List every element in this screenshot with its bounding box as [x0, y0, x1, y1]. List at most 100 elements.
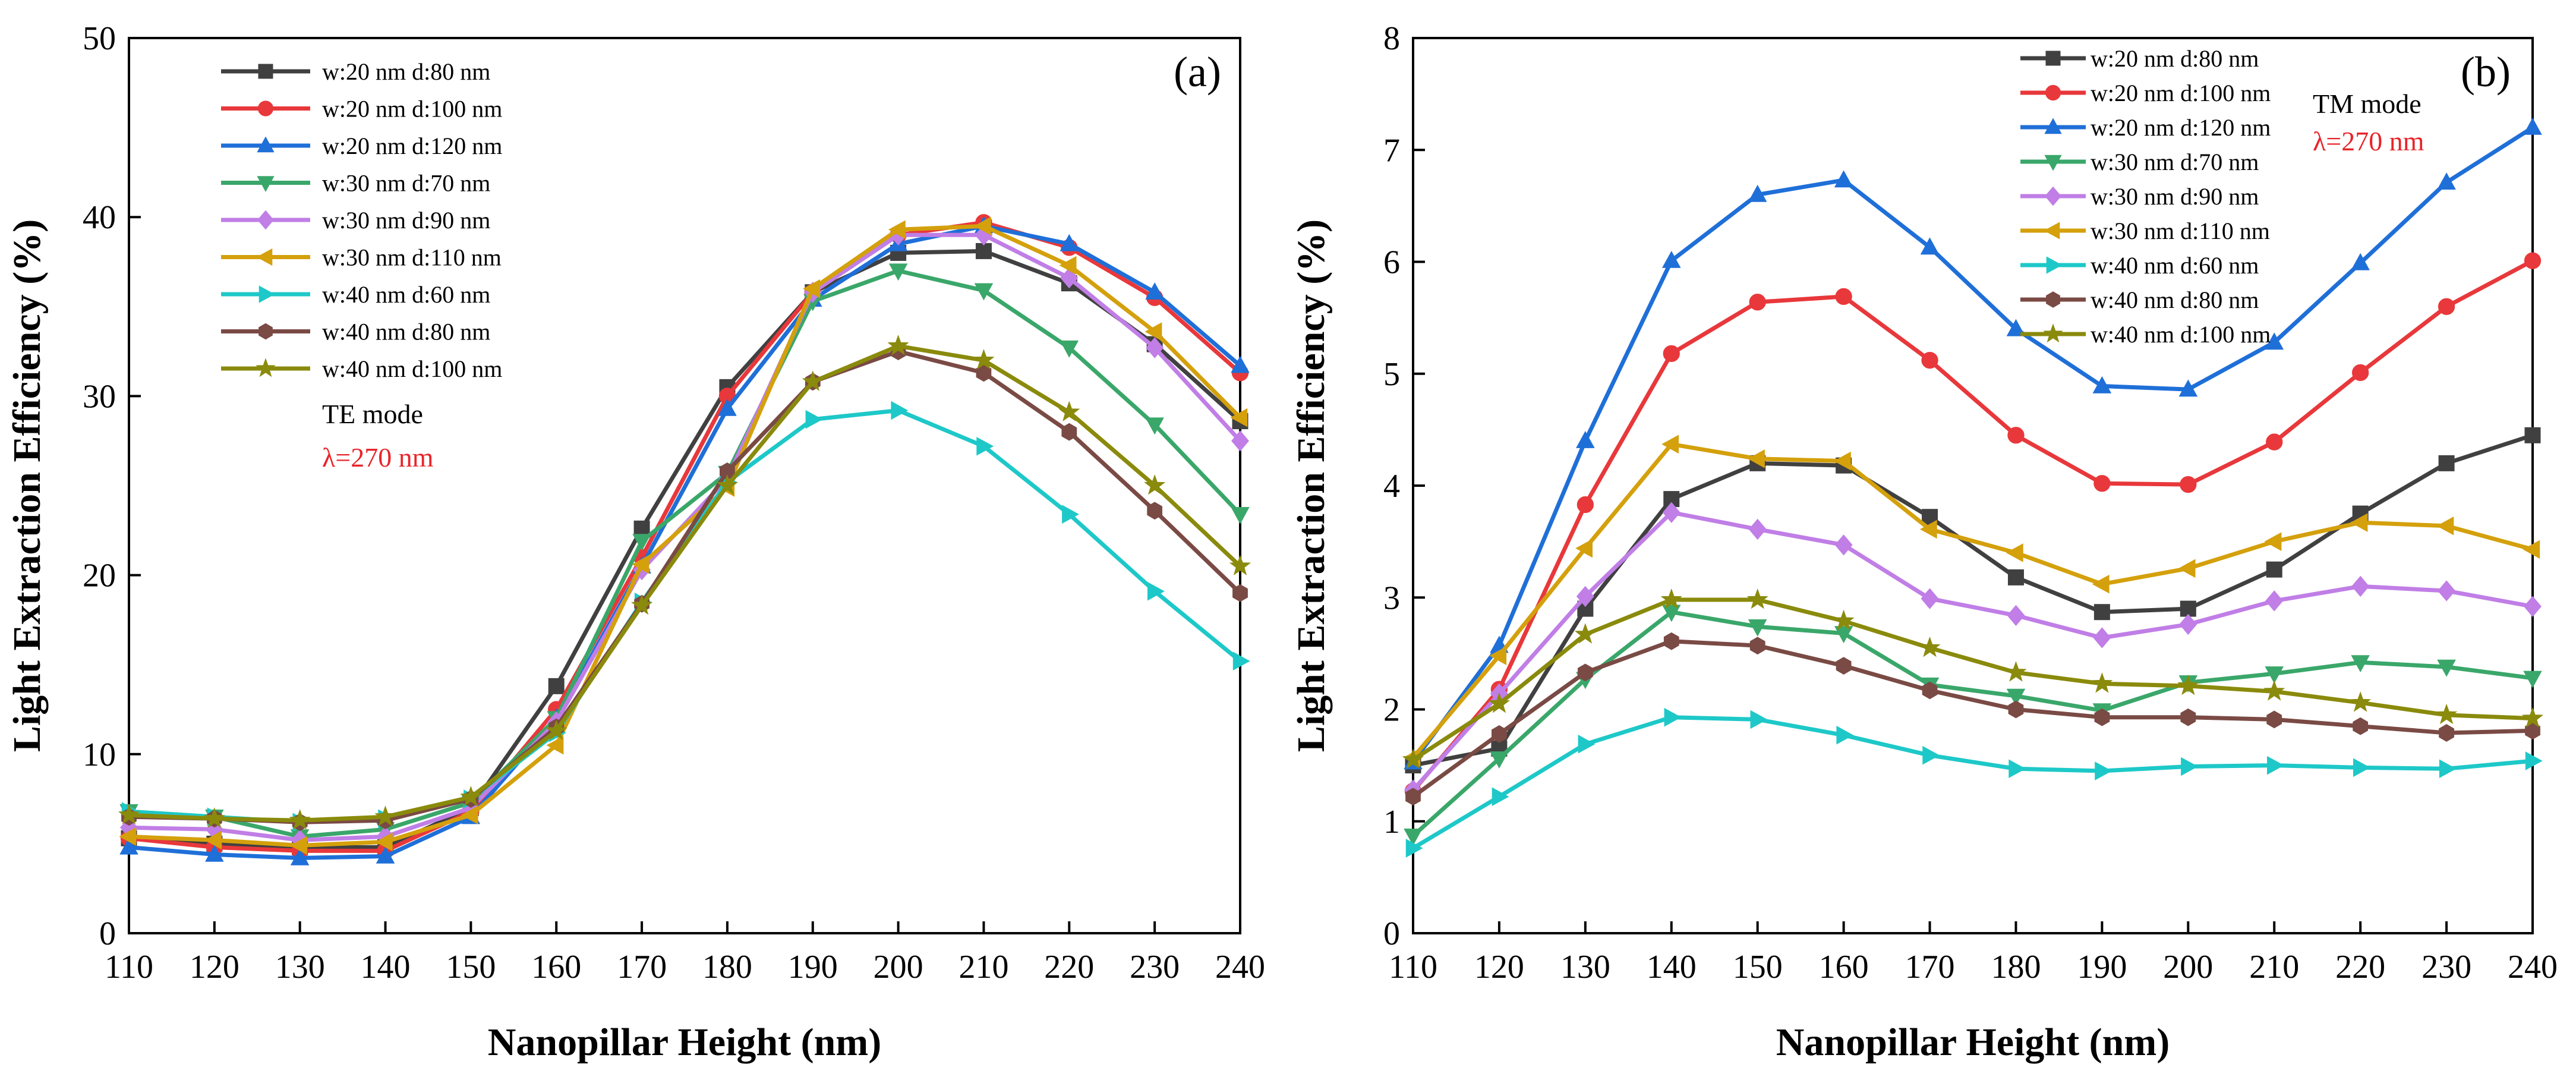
wavelength-annotation: λ=270 nm	[322, 442, 434, 473]
data-point	[2523, 540, 2540, 559]
data-point	[2007, 569, 2024, 585]
x-tick-label: 220	[2335, 949, 2385, 986]
data-point	[2350, 691, 2372, 712]
legend-marker	[258, 323, 273, 340]
data-point	[1920, 237, 1940, 255]
legend-label: w:20 nm d:120 nm	[322, 133, 502, 159]
x-tick-label: 130	[275, 949, 325, 986]
data-point	[2263, 680, 2285, 701]
x-tick-label: 210	[2249, 949, 2299, 986]
y-tick-label: 50	[83, 20, 116, 57]
legend-marker	[257, 176, 275, 192]
data-point	[376, 846, 395, 864]
data-point	[1492, 725, 1507, 743]
legend-marker	[2044, 155, 2062, 171]
legend-label: w:40 nm d:60 nm	[322, 281, 490, 308]
data-point	[2092, 574, 2110, 594]
y-tick-label: 6	[1383, 244, 1400, 281]
series-line	[1411, 442, 2533, 759]
data-point	[2351, 253, 2370, 270]
data-point	[1492, 787, 1509, 807]
legend-entry: w:30 nm d:70 nm	[2020, 149, 2259, 175]
data-point	[716, 474, 739, 495]
series-2	[1404, 252, 2542, 800]
data-point	[976, 364, 992, 382]
series-1	[1405, 427, 2541, 774]
data-point	[1574, 623, 1596, 644]
y-tick-label: 0	[99, 915, 116, 952]
data-point	[2180, 708, 2196, 726]
data-point	[1232, 584, 1248, 602]
data-point	[805, 410, 823, 429]
data-point	[1922, 681, 1938, 700]
mode-annotation: TM mode	[2313, 89, 2421, 119]
data-point	[1833, 451, 1851, 471]
data-point	[1576, 585, 1594, 607]
legend-marker	[2045, 51, 2061, 66]
data-point	[2007, 605, 2025, 626]
y-tick-label: 0	[1383, 915, 1400, 952]
x-tick-label: 160	[531, 949, 581, 986]
data-point	[119, 837, 138, 855]
data-point	[2094, 708, 2110, 726]
legend-label: w:20 nm d:80 nm	[322, 58, 490, 85]
data-point	[2093, 475, 2111, 492]
data-point	[2267, 755, 2284, 775]
legend-marker	[257, 100, 274, 117]
y-tick-label: 1	[1383, 804, 1400, 840]
series-9	[118, 335, 1251, 830]
y-tick-label: 2	[1383, 692, 1400, 729]
legend-entry: w:40 nm d:100 nm	[221, 355, 502, 382]
legend-label: w:30 nm d:70 nm	[2091, 149, 2259, 175]
data-point	[1660, 588, 1682, 609]
legend-entry: w:30 nm d:70 nm	[221, 170, 490, 197]
y-tick-label: 4	[1383, 468, 1400, 505]
data-point	[1578, 663, 1593, 682]
x-tick-label: 120	[1474, 949, 1524, 986]
data-point	[546, 735, 564, 755]
legend-entry: w:20 nm d:100 nm	[2020, 80, 2271, 106]
data-point	[887, 335, 909, 355]
data-point	[2437, 659, 2456, 677]
data-point	[2006, 543, 2023, 562]
legend-label: w:30 nm d:110 nm	[322, 244, 502, 271]
data-point	[2265, 332, 2284, 350]
data-point	[2353, 758, 2370, 777]
data-point	[973, 216, 991, 236]
data-point	[375, 832, 393, 852]
data-point	[1748, 184, 1767, 202]
series-line	[128, 223, 1242, 848]
legend-marker	[2044, 222, 2060, 240]
data-point	[718, 398, 737, 416]
data-point	[1919, 520, 1937, 539]
legend-label: w:30 nm d:70 nm	[322, 170, 490, 197]
chart-panel-b: 110 120 130 140 150 160 170 180 190 200 210 220 230 2…	[1289, 20, 2558, 1064]
data-point	[1061, 423, 1077, 441]
data-point	[1664, 707, 1682, 727]
data-point	[2006, 688, 2026, 706]
x-axis-title: Nanopillar Height (nm)	[488, 1021, 881, 1064]
data-point	[1144, 322, 1162, 341]
series-7	[1405, 707, 2543, 858]
data-point	[1146, 337, 1164, 358]
data-point	[2265, 590, 2284, 612]
data-point	[888, 263, 908, 281]
data-point	[1490, 751, 1509, 769]
data-point	[1661, 250, 1681, 268]
legend-marker	[258, 285, 275, 303]
legend-label: w:30 nm d:110 nm	[2091, 218, 2270, 244]
data-point	[1834, 534, 1853, 556]
x-tick-label: 180	[702, 949, 752, 986]
data-point	[2095, 761, 2112, 780]
x-tick-label: 110	[105, 949, 153, 986]
legend-entry: w:30 nm d:110 nm	[2020, 218, 2270, 244]
legend-label: w:20 nm d:100 nm	[322, 96, 502, 122]
data-point	[1147, 502, 1162, 520]
data-point	[1750, 710, 1768, 729]
data-point	[1231, 507, 1250, 524]
data-point	[1576, 431, 1595, 448]
series-3	[1404, 117, 2542, 770]
data-point	[2179, 613, 2197, 635]
data-point	[2092, 376, 2112, 393]
legend-label: w:20 nm d:80 nm	[2091, 45, 2259, 72]
